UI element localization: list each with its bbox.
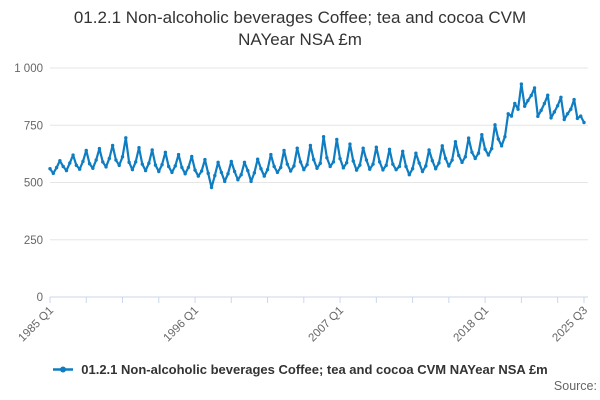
svg-text:0: 0 (37, 292, 43, 304)
data-point-markers (48, 82, 586, 190)
x-axis-ticks (49, 297, 585, 303)
legend-line-marker-icon (53, 366, 74, 373)
chart-title: 01.2.1 Non-alcoholic beverages Coffee; t… (0, 7, 600, 51)
svg-text:2018 Q1: 2018 Q1 (452, 305, 492, 345)
legend-item-label: 01.2.1 Non-alcoholic beverages Coffee; t… (81, 362, 548, 377)
svg-text:500: 500 (24, 178, 43, 190)
svg-text:750: 750 (24, 120, 43, 132)
chart-title-line-1: 01.2.1 Non-alcoholic beverages Coffee; t… (73, 8, 527, 27)
x-axis-labels: 1985 Q1 1996 Q1 2007 Q1 2018 Q1 2025 Q3 (16, 305, 590, 345)
source-label: Source: (553, 379, 597, 393)
svg-text:1985 Q1: 1985 Q1 (16, 305, 56, 345)
svg-text:2025 Q3: 2025 Q3 (550, 305, 590, 345)
chart-title-line-2: NAYear NSA £m (238, 30, 362, 49)
y-axis-labels: 0 250 500 750 1 000 (14, 63, 43, 304)
svg-text:1996 Q1: 1996 Q1 (161, 305, 201, 345)
svg-text:2007 Q1: 2007 Q1 (307, 305, 347, 345)
legend-item[interactable]: 01.2.1 Non-alcoholic beverages Coffee; t… (52, 362, 548, 377)
legend: 01.2.1 Non-alcoholic beverages Coffee; t… (0, 362, 600, 377)
y-gridlines (50, 67, 588, 298)
svg-text:250: 250 (24, 235, 43, 247)
svg-text:1 000: 1 000 (14, 63, 43, 75)
